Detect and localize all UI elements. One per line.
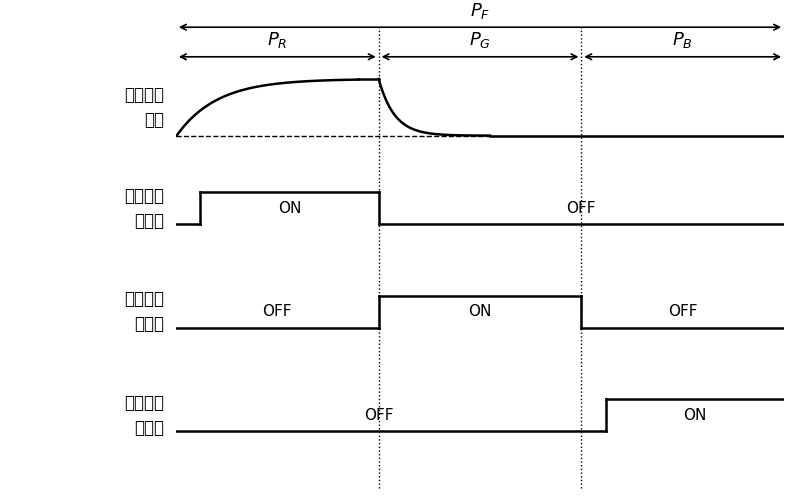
Text: 液晶反应
曲线: 液晶反应 曲线: [124, 86, 164, 129]
Text: 蓝色发光
二极管: 蓝色发光 二极管: [124, 394, 164, 437]
Text: 红色发光
二极管: 红色发光 二极管: [124, 187, 164, 230]
Text: 绿色发光
二极管: 绿色发光 二极管: [124, 290, 164, 333]
Text: ON: ON: [468, 304, 492, 319]
Text: $P_{G}$: $P_{G}$: [469, 30, 491, 50]
Text: OFF: OFF: [566, 201, 596, 216]
Text: OFF: OFF: [668, 304, 698, 319]
Text: $P_{F}$: $P_{F}$: [470, 1, 490, 21]
Text: ON: ON: [278, 201, 301, 216]
Text: OFF: OFF: [262, 304, 292, 319]
Text: OFF: OFF: [364, 408, 394, 423]
Text: ON: ON: [683, 408, 706, 423]
Text: $P_{R}$: $P_{R}$: [267, 30, 287, 50]
Text: $P_{B}$: $P_{B}$: [672, 30, 693, 50]
